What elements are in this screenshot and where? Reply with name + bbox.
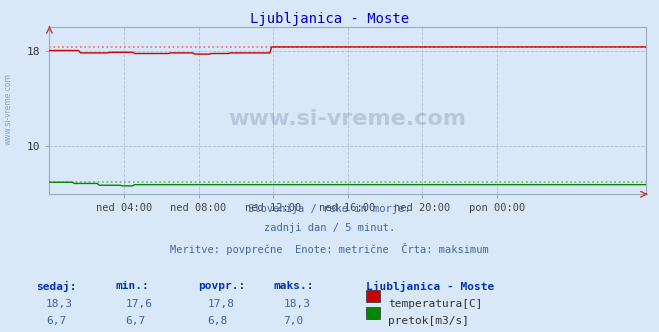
- Text: povpr.:: povpr.:: [198, 281, 245, 290]
- Text: www.si-vreme.com: www.si-vreme.com: [229, 109, 467, 129]
- Text: zadnji dan / 5 minut.: zadnji dan / 5 minut.: [264, 223, 395, 233]
- Text: Ljubljanica - Moste: Ljubljanica - Moste: [366, 281, 494, 291]
- Text: min.:: min.:: [115, 281, 149, 290]
- Text: www.si-vreme.com: www.si-vreme.com: [4, 74, 13, 145]
- Text: temperatura[C]: temperatura[C]: [388, 299, 482, 309]
- Text: 6,7: 6,7: [125, 316, 146, 326]
- Text: 6,7: 6,7: [46, 316, 67, 326]
- Text: Meritve: povprečne  Enote: metrične  Črta: maksimum: Meritve: povprečne Enote: metrične Črta:…: [170, 243, 489, 255]
- Text: sedaj:: sedaj:: [36, 281, 76, 291]
- Text: pretok[m3/s]: pretok[m3/s]: [388, 316, 469, 326]
- Text: 7,0: 7,0: [283, 316, 304, 326]
- Text: Ljubljanica - Moste: Ljubljanica - Moste: [250, 12, 409, 26]
- Text: 6,8: 6,8: [208, 316, 228, 326]
- Text: 17,8: 17,8: [208, 299, 235, 309]
- Text: 17,6: 17,6: [125, 299, 152, 309]
- Text: 18,3: 18,3: [46, 299, 73, 309]
- Text: 18,3: 18,3: [283, 299, 310, 309]
- Text: maks.:: maks.:: [273, 281, 314, 290]
- Text: Slovenija / reke in morje.: Slovenija / reke in morje.: [248, 204, 411, 214]
